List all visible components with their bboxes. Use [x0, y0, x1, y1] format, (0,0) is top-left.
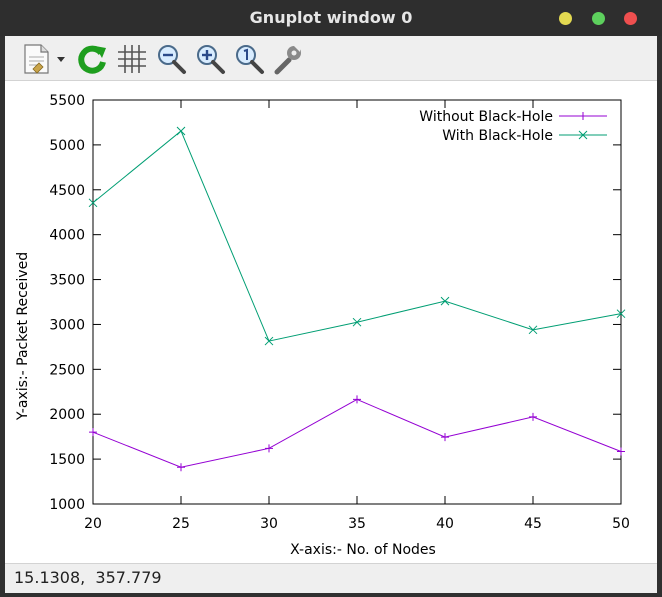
- client-area: 20 25 30 35 40 45 50 1000 1500 2000 2500 3000 3500 40…: [5, 36, 657, 593]
- series-lines: [88, 126, 626, 472]
- document-icon: [24, 44, 65, 74]
- zoom-previous-button[interactable]: [154, 42, 188, 76]
- data-point: [177, 463, 185, 472]
- legend-label: With Black-Hole: [442, 128, 553, 144]
- data-point: [265, 444, 273, 453]
- data-point: [264, 336, 274, 346]
- legend-marker: [578, 130, 588, 140]
- wrench-icon: [274, 46, 301, 75]
- x-tick-label: 25: [172, 516, 190, 532]
- series-line: [92, 398, 622, 468]
- y-tick-label: 5500: [49, 93, 85, 109]
- data-point: [529, 412, 537, 421]
- line-chart: 20 25 30 35 40 45 50 1000 1500 2000 2500 3000 3500 40…: [15, 93, 630, 558]
- maximize-button[interactable]: [592, 12, 605, 25]
- data-point: [352, 317, 362, 327]
- zoom-in-icon: [197, 45, 225, 74]
- autoscale-button[interactable]: [232, 42, 266, 76]
- data-point: [617, 447, 625, 456]
- y-tick-label: 2000: [49, 407, 85, 423]
- plot-border: [92, 99, 622, 505]
- axes: [92, 99, 622, 505]
- series-line: [92, 130, 622, 342]
- y-tick-label: 4500: [49, 183, 85, 199]
- zoom-fit-icon: [236, 45, 264, 74]
- tick-labels: 20 25 30 35 40 45 50 1000 1500 2000 2500 3000 3500 40…: [49, 93, 630, 532]
- y-tick-label: 5000: [49, 138, 85, 154]
- x-tick-label: 50: [612, 516, 630, 532]
- y-tick-label: 2500: [49, 362, 85, 378]
- x-axis-label: X-axis:- No. of Nodes: [290, 542, 436, 558]
- series-2: [88, 126, 626, 346]
- x-tick-label: 35: [348, 516, 366, 532]
- series-1: [89, 395, 625, 472]
- x-tick-label: 20: [84, 516, 102, 532]
- title-bar[interactable]: Gnuplot window 0: [0, 0, 662, 36]
- minimize-button[interactable]: [559, 12, 572, 25]
- grid-icon: [118, 45, 146, 73]
- zoom-out-icon: [158, 45, 186, 74]
- x-tick-label: 45: [524, 516, 542, 532]
- data-point: [353, 395, 361, 404]
- y-tick-label: 1500: [49, 452, 85, 468]
- data-point: [88, 198, 98, 208]
- legend-label: Without Black-Hole: [419, 109, 553, 125]
- data-point: [176, 126, 186, 136]
- window-title: Gnuplot window 0: [249, 8, 413, 27]
- replot-button[interactable]: [75, 42, 109, 76]
- data-point: [440, 296, 450, 306]
- y-axis-label: Y-axis:- Packet Received: [15, 252, 31, 421]
- status-bar: 15.1308, 357.779: [5, 563, 657, 593]
- y-tick-label: 3500: [49, 273, 85, 289]
- data-point: [528, 325, 538, 335]
- toggle-grid-button[interactable]: [115, 42, 149, 76]
- data-point: [616, 309, 626, 319]
- legend: Without Black-Hole With Black-Hole: [419, 109, 607, 144]
- x-tick-label: 30: [260, 516, 278, 532]
- y-tick-label: 4000: [49, 228, 85, 244]
- copy-print-menu-button[interactable]: [19, 42, 69, 76]
- close-button[interactable]: [624, 12, 637, 25]
- zoom-next-button[interactable]: [193, 42, 227, 76]
- plot-area[interactable]: 20 25 30 35 40 45 50 1000 1500 2000 2500 3000 3500 40…: [5, 81, 657, 563]
- x-tick-label: 40: [436, 516, 454, 532]
- chevron-down-icon: [57, 57, 65, 62]
- refresh-icon: [78, 45, 106, 74]
- cursor-coordinates: 15.1308, 357.779: [14, 568, 162, 587]
- toolbar: [5, 36, 657, 81]
- y-tick-label: 3000: [49, 317, 85, 333]
- data-point: [441, 433, 449, 442]
- legend-marker: [579, 112, 587, 120]
- options-button[interactable]: [271, 42, 305, 76]
- y-tick-label: 1000: [49, 497, 85, 513]
- data-point: [89, 428, 97, 437]
